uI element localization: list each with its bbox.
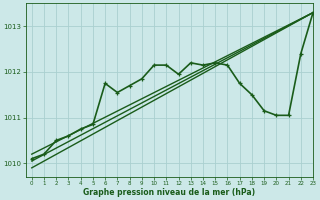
X-axis label: Graphe pression niveau de la mer (hPa): Graphe pression niveau de la mer (hPa)	[83, 188, 255, 197]
